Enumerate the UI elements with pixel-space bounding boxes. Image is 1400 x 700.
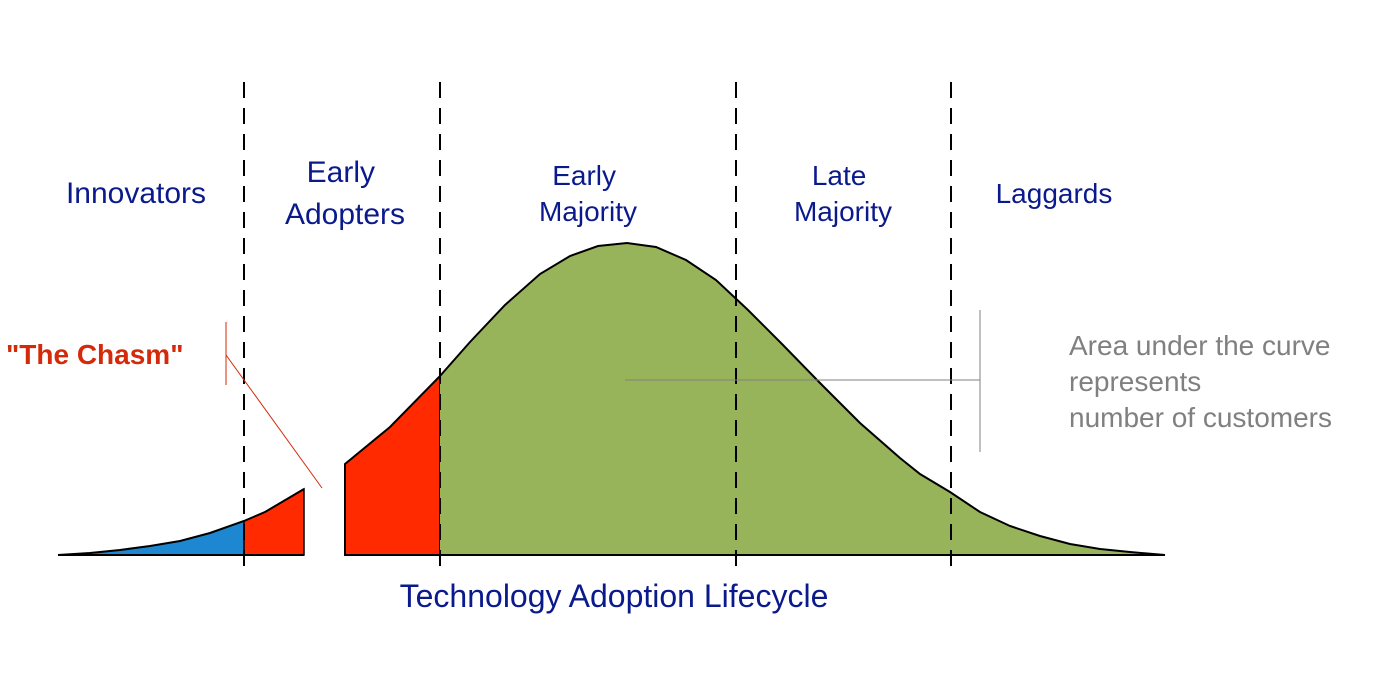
chasm-label: "The Chasm" [6, 339, 183, 370]
chasm-pointer-line [225, 354, 323, 489]
segment-label-laggards: Laggards [996, 178, 1113, 209]
segment-label-line: Adopters [285, 198, 405, 231]
area-note: Area under the curve represents number o… [1069, 330, 1338, 433]
diagram-caption: Technology Adoption Lifecycle [400, 578, 829, 614]
area-note-line: Area under the curve [1069, 330, 1331, 361]
area-note-line: number of customers [1069, 402, 1332, 433]
early-adopters-left-area [243, 487, 305, 556]
segment-label-early-adopters: Early Adopters [285, 156, 405, 231]
segment-label-line: Majority [794, 196, 892, 227]
segment-label-line: Early [552, 160, 616, 191]
segment-label-early-majority: Early Majority [539, 160, 637, 227]
curve-outline-right [439, 241, 1166, 556]
segment-label-line: Late [812, 160, 867, 191]
majority-area [440, 243, 1165, 555]
segment-label-innovators: Innovators [66, 177, 206, 210]
segment-label-line: Early [307, 156, 375, 189]
innovators-area [58, 521, 244, 555]
segment-label-line: Majority [539, 196, 637, 227]
segment-dividers [243, 82, 952, 570]
segment-label-late-majority: Late Majority [794, 160, 892, 227]
curve-outline-left [57, 488, 305, 556]
area-note-line: represents [1069, 366, 1201, 397]
early-adopters-right-area [344, 373, 441, 556]
segment-label-line: Laggards [996, 178, 1113, 209]
segment-label-line: Innovators [66, 177, 206, 210]
